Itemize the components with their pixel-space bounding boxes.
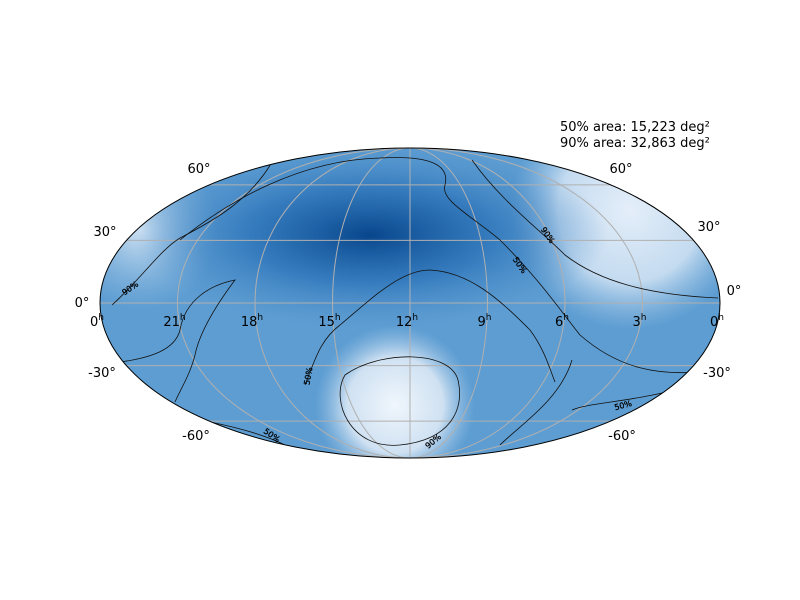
ra-unit: h xyxy=(718,313,724,323)
ra-unit: h xyxy=(641,313,647,323)
ra-label: 18h xyxy=(241,313,263,330)
contour xyxy=(499,359,573,446)
ra-label: 0h xyxy=(710,313,724,330)
meridian xyxy=(409,148,488,458)
contour xyxy=(304,269,556,386)
ra-unit: h xyxy=(180,313,186,323)
meridian xyxy=(332,148,411,458)
area-annotation: 90% area: 32,863 deg² xyxy=(560,136,710,151)
ra-label: 0h xyxy=(90,313,104,330)
ra-hour: 0 xyxy=(710,315,718,330)
ra-unit: h xyxy=(257,313,263,323)
ra-label: 9h xyxy=(478,313,492,330)
ra-unit: h xyxy=(563,313,569,323)
contour xyxy=(209,421,286,446)
contour xyxy=(339,356,460,446)
lat-label: 0° xyxy=(727,284,742,299)
meridian xyxy=(409,148,643,458)
ra-hour: 18 xyxy=(241,315,258,330)
ra-label: 15h xyxy=(318,313,340,330)
ra-hour: 0 xyxy=(90,315,98,330)
lat-label: 60° xyxy=(609,162,632,177)
ra-unit: h xyxy=(486,313,492,323)
lat-label: -60° xyxy=(608,429,636,444)
ra-label: 12h xyxy=(396,313,418,330)
lat-label: -30° xyxy=(88,366,116,381)
ra-unit: h xyxy=(98,313,104,323)
ra-unit: h xyxy=(412,313,418,323)
lat-label: 30° xyxy=(697,220,720,235)
contour xyxy=(179,157,701,374)
ra-label: 3h xyxy=(633,313,647,330)
ra-hour: 3 xyxy=(633,315,641,330)
contour xyxy=(119,279,236,403)
map-frame xyxy=(99,147,721,459)
lat-label: 0° xyxy=(75,296,90,311)
lat-label: 30° xyxy=(93,225,116,240)
meridian xyxy=(254,148,411,458)
ra-hour: 9 xyxy=(478,315,486,330)
meridian xyxy=(177,148,411,458)
ra-label: 6h xyxy=(555,313,569,330)
lat-label: -60° xyxy=(182,429,210,444)
contour-label: 50% xyxy=(303,366,315,385)
ra-hour: 12 xyxy=(396,315,413,330)
contour xyxy=(471,159,719,299)
ra-hour: 6 xyxy=(555,315,563,330)
ra-label: 21h xyxy=(163,313,185,330)
contours xyxy=(111,157,719,446)
meridian xyxy=(409,148,566,458)
ra-unit: h xyxy=(335,313,341,323)
area-annotation: 50% area: 15,223 deg² xyxy=(560,120,710,135)
lat-label: -30° xyxy=(703,366,731,381)
graticule xyxy=(100,148,720,458)
contour xyxy=(111,161,273,306)
probability-map xyxy=(100,148,720,458)
ra-hour: 15 xyxy=(318,315,335,330)
lat-label: 60° xyxy=(187,162,210,177)
ra-hour: 21 xyxy=(163,315,180,330)
